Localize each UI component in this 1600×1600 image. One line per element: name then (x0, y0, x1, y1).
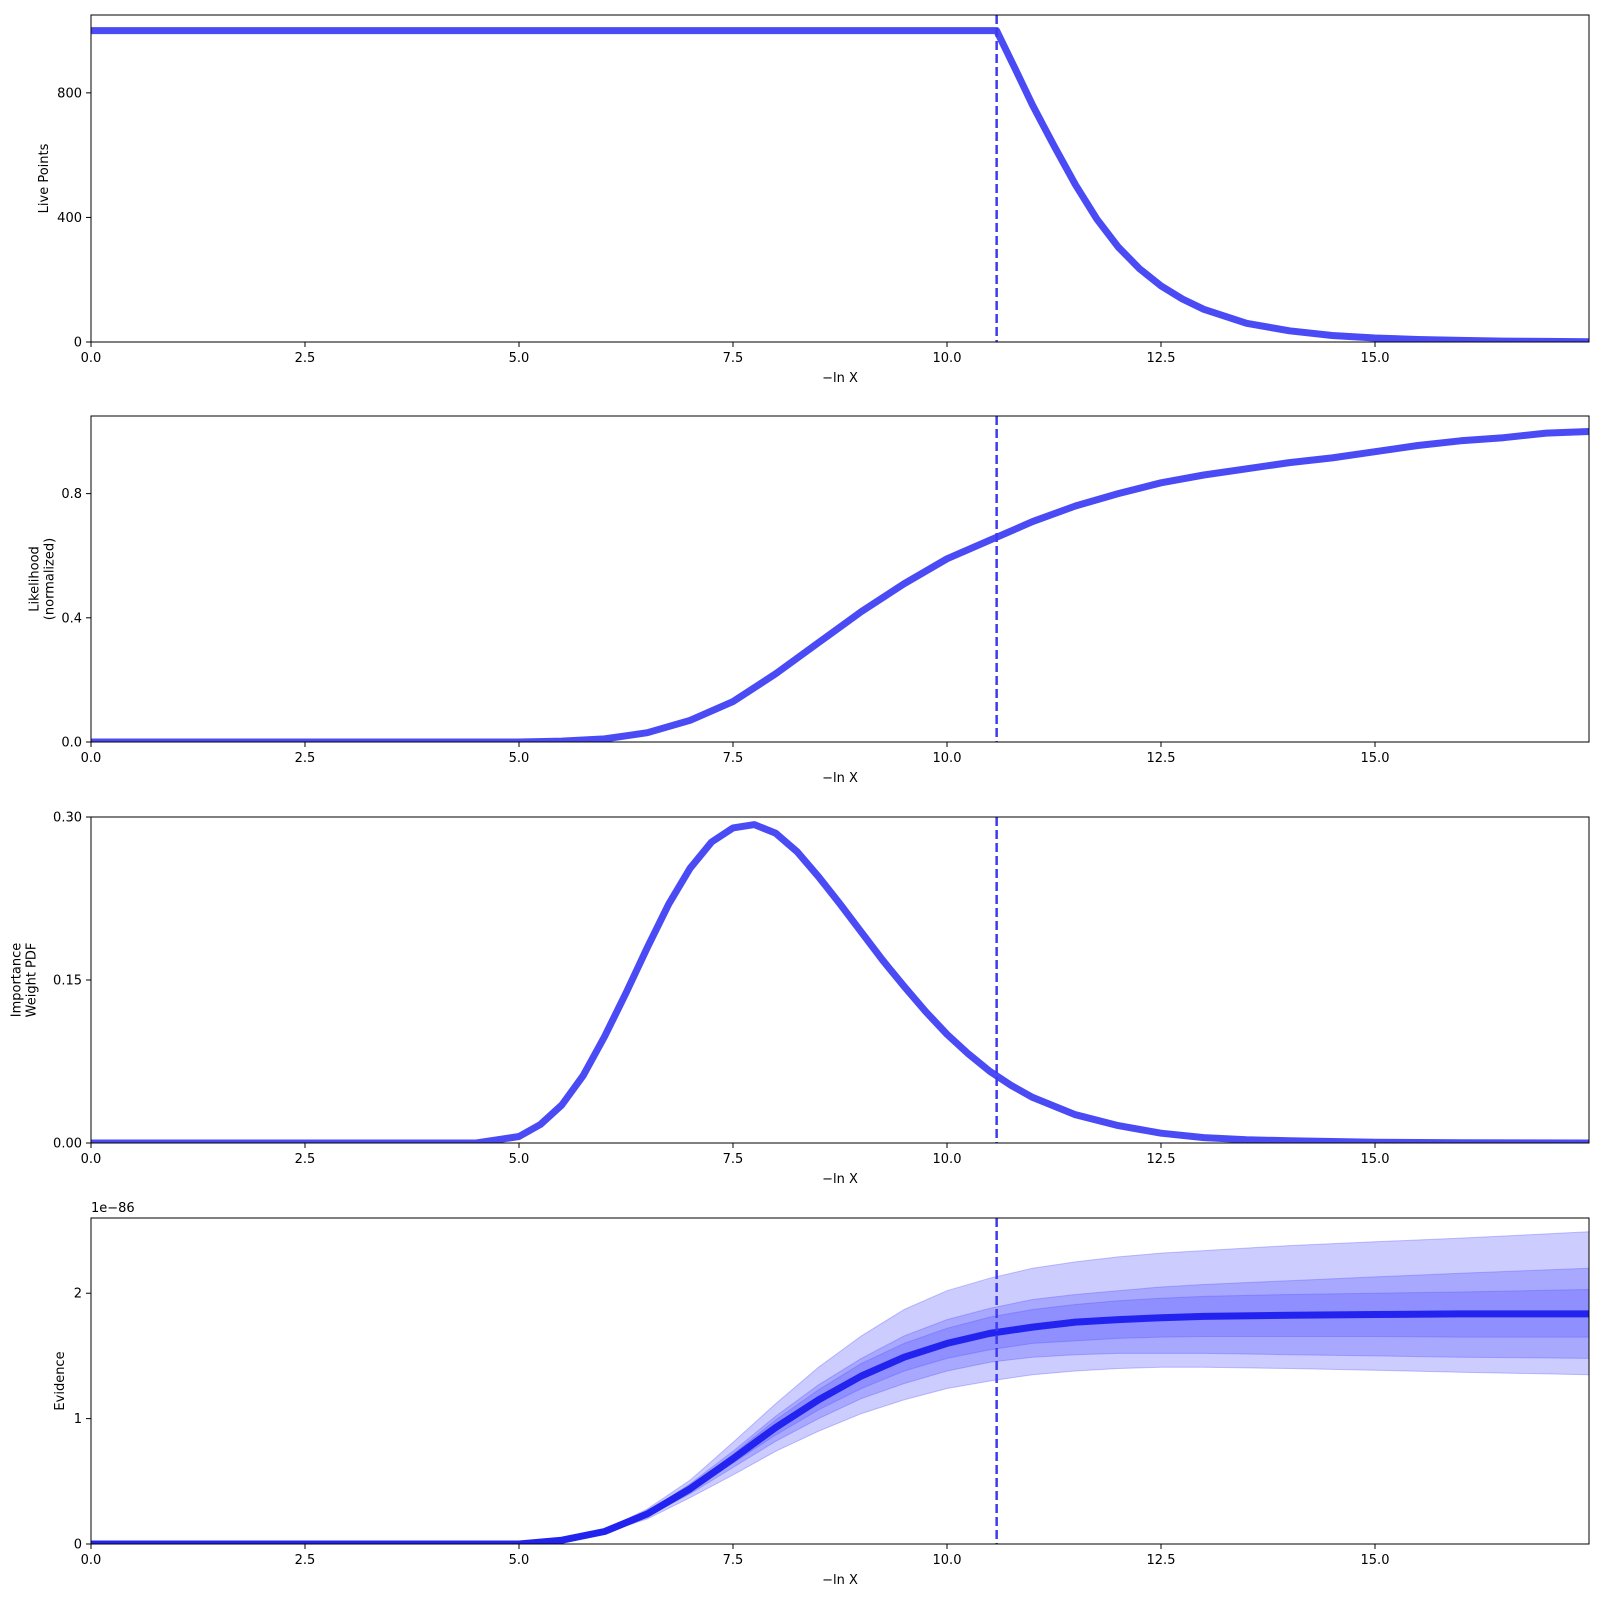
y-axis-label: Likelihood(normalized) (28, 538, 58, 620)
y-tick-label: 400 (57, 211, 82, 226)
series-line-live-points (91, 27, 1589, 342)
y-tick-label: 1 (74, 1412, 82, 1427)
x-tick-label: 2.5 (295, 351, 316, 366)
x-tick-label: 12.5 (1147, 1553, 1176, 1568)
x-tick-label: 10.0 (933, 751, 962, 766)
y-axis-label: ImportanceWeight PDF (10, 943, 40, 1018)
x-tick-label: 5.0 (509, 351, 530, 366)
panel-importance-weight: 0.0 2.5 5.0 7.5 10.0 12.5 15.0 0.00 0.15 0.30 −ln … (10, 811, 1590, 1187)
x-tick-label: 7.5 (723, 751, 744, 766)
y-tick-label: 0.8 (61, 487, 82, 502)
x-tick-label: 0.0 (81, 1553, 102, 1568)
x-tick-label: 5.0 (509, 1152, 530, 1167)
axes-frame (90, 816, 1590, 1144)
x-tick-label: 2.5 (295, 751, 316, 766)
x-tick-label: 10.0 (933, 351, 962, 366)
confidence-band-2 (91, 1267, 1589, 1544)
x-axis-label: −ln X (822, 1573, 858, 1588)
plot-area (91, 15, 1589, 342)
axes-frame (90, 14, 1590, 343)
x-tick-label: 0.0 (81, 351, 102, 366)
y-tick-label: 0 (74, 336, 82, 351)
x-tick-label: 15.0 (1361, 751, 1390, 766)
y-tick-label: 0 (74, 1538, 82, 1553)
y-axis-label: Evidence (53, 1351, 68, 1410)
series-line-importance-weight (91, 821, 1589, 1143)
panel-evidence: 0.0 2.5 5.0 7.5 10.0 12.5 15.0 0 1 2 −ln X Evidence… (53, 1201, 1590, 1588)
x-axis-label: −ln X (822, 1172, 858, 1187)
x-tick-label: 12.5 (1147, 1152, 1176, 1167)
y-tick-label: 800 (57, 86, 82, 101)
x-tick-label: 0.0 (81, 751, 102, 766)
x-tick-label: 10.0 (933, 1553, 962, 1568)
x-tick-label: 12.5 (1147, 351, 1176, 366)
x-tick-label: 2.5 (295, 1553, 316, 1568)
x-tick-label: 15.0 (1361, 1152, 1390, 1167)
x-tick-label: 7.5 (723, 1553, 744, 1568)
x-tick-label: 0.0 (81, 1152, 102, 1167)
x-tick-label: 15.0 (1361, 351, 1390, 366)
y-tick-label: 0.30 (53, 811, 82, 826)
x-tick-label: 5.0 (509, 1553, 530, 1568)
x-tick-label: 7.5 (723, 1152, 744, 1167)
y-tick-label: 0.15 (53, 974, 82, 989)
x-axis-label: −ln X (822, 371, 858, 386)
y-tick-label: 0.4 (61, 611, 82, 626)
plot-area (91, 817, 1589, 1143)
plot-area (91, 416, 1589, 742)
series-line-likelihood (91, 428, 1589, 742)
x-tick-label: 15.0 (1361, 1553, 1390, 1568)
axes-frame (90, 415, 1590, 743)
plot-area (91, 1218, 1589, 1544)
y-axis-label: Live Points (37, 143, 52, 213)
y-offset-label: 1e−86 (91, 1201, 135, 1216)
x-tick-label: 12.5 (1147, 751, 1176, 766)
x-tick-label: 7.5 (723, 351, 744, 366)
x-tick-label: 2.5 (295, 1152, 316, 1167)
y-tick-label: 0.00 (53, 1137, 82, 1152)
x-axis-label: −ln X (822, 771, 858, 786)
x-tick-label: 10.0 (933, 1152, 962, 1167)
axes-frame (90, 1217, 1590, 1545)
y-tick-label: 2 (74, 1287, 82, 1302)
y-tick-label: 0.0 (61, 736, 82, 751)
panel-likelihood: 0.0 2.5 5.0 7.5 10.0 12.5 15.0 0.0 0.4 0.8 −ln X Li… (28, 415, 1590, 786)
panel-live-points: 0.0 2.5 5.0 7.5 10.0 12.5 15.0 0 400 800 −ln X Live… (37, 14, 1590, 386)
series-line-evidence (91, 1310, 1589, 1544)
x-tick-label: 5.0 (509, 751, 530, 766)
